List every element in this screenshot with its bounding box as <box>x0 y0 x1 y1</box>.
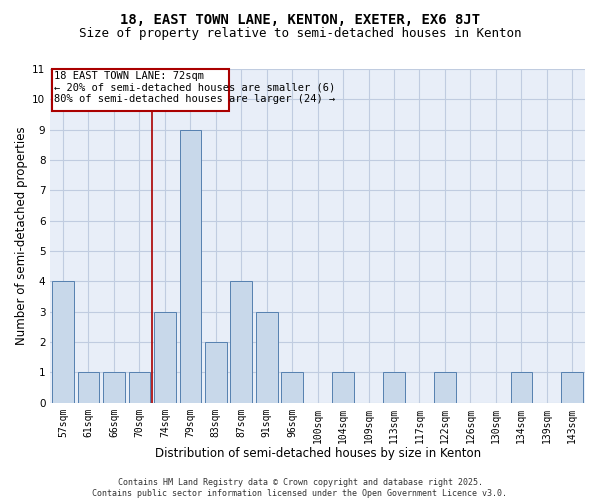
Bar <box>332 372 354 402</box>
Bar <box>179 130 201 402</box>
Y-axis label: Number of semi-detached properties: Number of semi-detached properties <box>15 126 28 345</box>
Bar <box>281 372 303 402</box>
Bar <box>154 312 176 402</box>
Bar <box>103 372 125 402</box>
Bar <box>77 372 99 402</box>
Bar <box>128 372 150 402</box>
Text: Size of property relative to semi-detached houses in Kenton: Size of property relative to semi-detach… <box>79 28 521 40</box>
X-axis label: Distribution of semi-detached houses by size in Kenton: Distribution of semi-detached houses by … <box>155 447 481 460</box>
Bar <box>52 282 74 403</box>
Text: 18, EAST TOWN LANE, KENTON, EXETER, EX6 8JT: 18, EAST TOWN LANE, KENTON, EXETER, EX6 … <box>120 12 480 26</box>
FancyBboxPatch shape <box>52 69 229 112</box>
Bar <box>230 282 252 403</box>
Bar <box>256 312 278 402</box>
Bar <box>434 372 456 402</box>
Bar <box>205 342 227 402</box>
Bar <box>562 372 583 402</box>
Bar <box>511 372 532 402</box>
Text: 18 EAST TOWN LANE: 72sqm
← 20% of semi-detached houses are smaller (6)
80% of se: 18 EAST TOWN LANE: 72sqm ← 20% of semi-d… <box>54 70 335 104</box>
Text: Contains HM Land Registry data © Crown copyright and database right 2025.
Contai: Contains HM Land Registry data © Crown c… <box>92 478 508 498</box>
Bar <box>383 372 405 402</box>
